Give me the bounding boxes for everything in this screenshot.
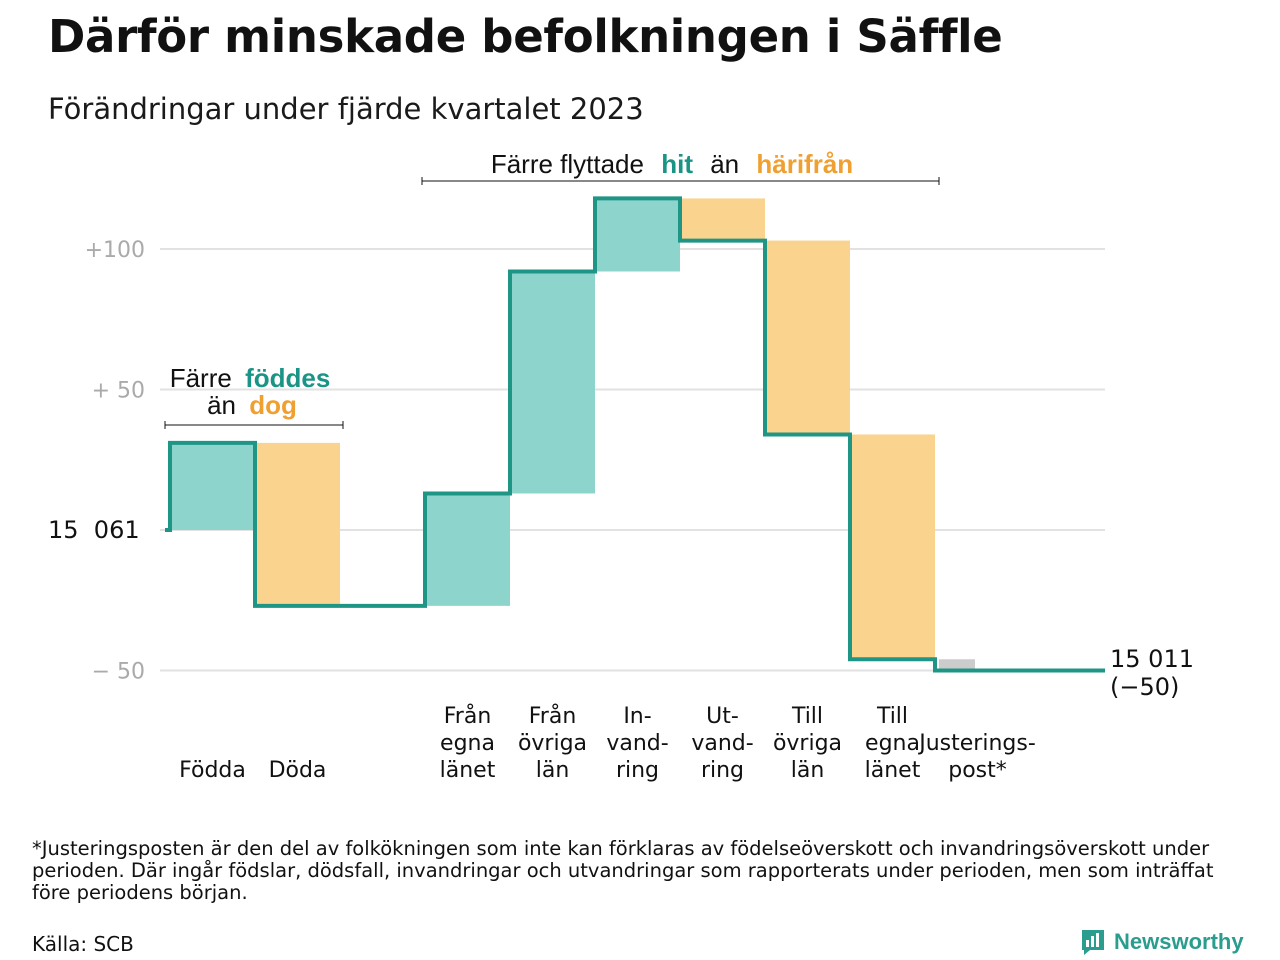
start-value-label: 15 061 (48, 516, 140, 544)
x-tick-label: egna (440, 731, 495, 756)
x-tick-label: Ut- (706, 704, 739, 729)
x-tick-label: Från (529, 703, 577, 729)
bar-till (765, 240, 850, 435)
running-total-line (165, 196, 1105, 673)
x-tick-label: vand- (606, 731, 668, 756)
bar-chart-logo-icon (1082, 930, 1104, 955)
migration-annotation-text2: än (710, 149, 739, 179)
x-tick-label: övriga (773, 731, 842, 756)
migration-annotation: Färre flyttade hit än härifrån (421, 149, 940, 185)
y-tick-label: + 50 (92, 379, 145, 404)
x-tick-label: ring (616, 758, 659, 783)
y-tick-label: +100 (85, 238, 145, 263)
chart-subtitle: Förändringar under fjärde kvartalet 2023 (48, 92, 644, 126)
footnote: *Justeringsposten är den del av folkökni… (32, 837, 1214, 904)
bars (170, 198, 975, 671)
x-tick-label: Från (444, 703, 492, 729)
y-tick-label: − 50 (92, 660, 145, 685)
bar-födda (170, 442, 255, 530)
bar-ut (680, 198, 765, 241)
end-change-label: (−50) (1110, 673, 1179, 701)
births-annotation-highlight: föddes (245, 363, 330, 393)
x-tick-label: Döda (269, 758, 327, 783)
bar-från (425, 493, 510, 606)
x-tick-label: Till (876, 704, 908, 729)
x-tick-label: länet (865, 758, 921, 783)
x-axis-labels: Födda DödaFrånegnalänetFrånövrigalänIn-va… (179, 703, 1036, 783)
logo-text: Newsworthy (1114, 929, 1244, 954)
x-tick-label: Födda (179, 758, 246, 783)
x-tick-label: ring (701, 758, 744, 783)
svg-text:än dog: än dog (207, 390, 297, 420)
svg-text:Färre föddes: Färre föddes (170, 363, 331, 393)
newsworthy-logo: Newsworthy (1080, 928, 1244, 956)
migration-annotation-highlight2: härifrån (756, 149, 853, 179)
births-annotation-highlight2: dog (249, 390, 297, 420)
x-tick-label: vand- (691, 731, 753, 756)
births-annotation-text2: än (207, 390, 236, 420)
x-tick-label: Till (791, 704, 823, 729)
x-tick-label: övriga (518, 731, 587, 756)
x-tick-label: Justerings- (917, 731, 1036, 756)
bar-justerings (939, 659, 975, 671)
bar-från (510, 271, 595, 494)
x-tick-label: länet (440, 758, 496, 783)
births-annotation: Färre föddes än dog (164, 363, 344, 429)
y-axis-ticks: +100 + 50 − 50 (85, 238, 145, 685)
chart-title: Därför minskade befolkningen i Säffle (48, 10, 1003, 63)
migration-annotation-text1: Färre flyttade (491, 149, 644, 179)
x-tick-label: post* (948, 758, 1007, 783)
births-annotation-text: Färre (170, 363, 232, 393)
waterfall-chart: +100+ 50− 50 Födda DödaFrånegnalänetFrånö… (48, 149, 1194, 783)
bar-döda (255, 442, 340, 606)
source-label: Källa: SCB (32, 932, 134, 956)
bar-till (850, 434, 935, 660)
svg-text:Färre flyttade hit: Färre flyttade hit än härifrån (491, 149, 853, 179)
x-tick-label: In- (623, 704, 651, 729)
running-total-path (165, 196, 1105, 673)
x-tick-label: län (791, 758, 825, 783)
migration-annotation-highlight1: hit (661, 149, 693, 179)
x-tick-label: egna (865, 731, 920, 756)
x-tick-label: län (536, 758, 570, 783)
bar-in (595, 198, 680, 272)
end-value-label: 15 011 (1110, 645, 1194, 673)
